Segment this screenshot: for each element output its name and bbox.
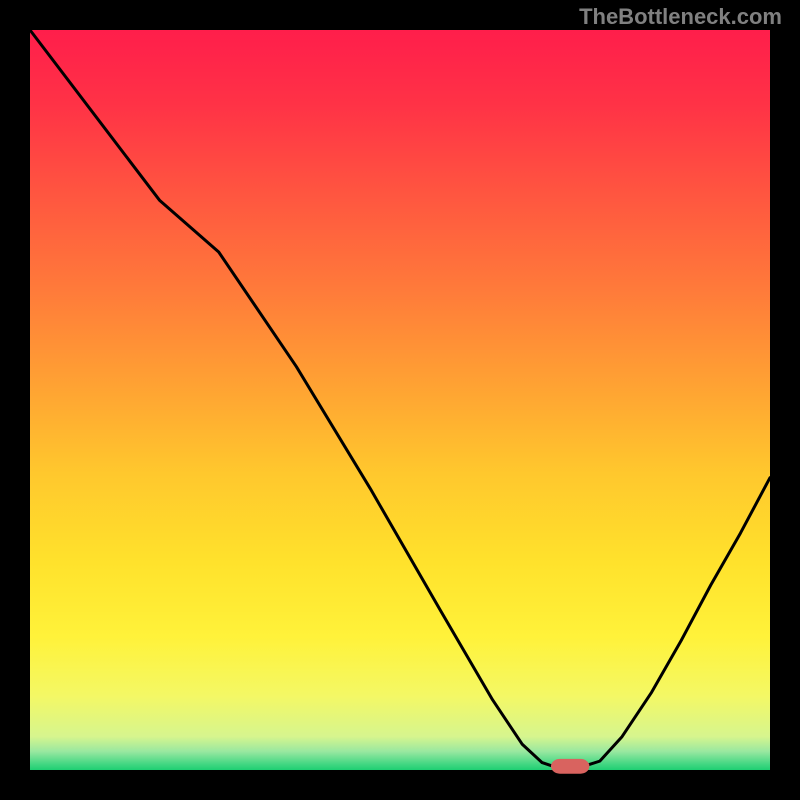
bottleneck-curve-chart	[0, 0, 800, 800]
optimum-marker	[551, 759, 589, 774]
chart-container: TheBottleneck.com	[0, 0, 800, 800]
gradient-background	[30, 30, 770, 770]
watermark-text: TheBottleneck.com	[579, 4, 782, 30]
